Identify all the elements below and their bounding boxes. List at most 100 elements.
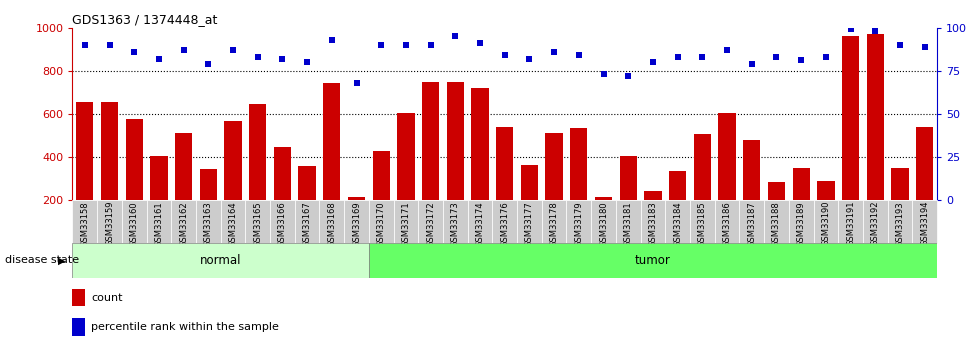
Point	[225, 47, 241, 53]
Text: tumor: tumor	[635, 254, 670, 267]
Bar	[521, 165, 538, 200]
Point	[398, 42, 413, 48]
Bar	[517, 200, 542, 243]
Point	[793, 58, 809, 63]
Point	[77, 42, 93, 48]
Point	[843, 27, 859, 32]
Text: GSM33166: GSM33166	[278, 201, 287, 247]
Point	[349, 80, 364, 86]
Bar	[273, 147, 291, 200]
Bar	[546, 133, 563, 200]
Point	[670, 54, 686, 60]
Text: GSM33187: GSM33187	[748, 201, 756, 247]
Bar	[867, 34, 884, 200]
Text: disease state: disease state	[5, 256, 79, 265]
Bar	[542, 200, 566, 243]
Bar	[912, 200, 937, 243]
Bar	[892, 168, 909, 200]
Bar	[644, 191, 662, 200]
Bar	[666, 200, 690, 243]
Point	[374, 42, 389, 48]
Point	[472, 40, 488, 46]
Bar	[616, 200, 640, 243]
Bar	[768, 182, 785, 200]
Bar	[72, 243, 369, 278]
Point	[893, 42, 908, 48]
Text: GSM33162: GSM33162	[179, 201, 188, 247]
Bar	[147, 200, 171, 243]
Bar	[497, 127, 513, 200]
Text: GSM33181: GSM33181	[624, 201, 633, 247]
Bar	[224, 121, 242, 200]
Point	[720, 47, 735, 53]
Bar	[715, 200, 739, 243]
Bar	[270, 200, 295, 243]
Bar	[126, 119, 143, 200]
Bar	[373, 150, 390, 200]
Bar	[669, 171, 686, 200]
Text: percentile rank within the sample: percentile rank within the sample	[92, 322, 279, 332]
Bar	[348, 197, 365, 200]
Text: GSM33160: GSM33160	[129, 201, 139, 247]
Text: GSM33176: GSM33176	[500, 201, 509, 247]
Text: GSM33191: GSM33191	[846, 201, 855, 246]
Point	[497, 52, 513, 58]
Point	[447, 33, 463, 39]
Text: GSM33158: GSM33158	[80, 201, 89, 247]
Bar	[446, 81, 464, 200]
Bar	[838, 200, 863, 243]
Bar	[842, 36, 859, 200]
Text: GSM33194: GSM33194	[921, 201, 929, 246]
Bar	[591, 200, 616, 243]
Bar	[813, 200, 838, 243]
Bar	[789, 200, 813, 243]
Bar	[397, 113, 414, 200]
Point	[522, 56, 537, 61]
Text: GSM33165: GSM33165	[253, 201, 262, 247]
Bar	[792, 168, 810, 200]
Point	[744, 61, 759, 67]
Bar	[719, 113, 736, 200]
Text: GSM33183: GSM33183	[648, 201, 658, 247]
Bar	[739, 200, 764, 243]
Bar	[175, 133, 192, 200]
Bar	[100, 102, 118, 200]
Bar	[422, 81, 440, 200]
Bar	[743, 140, 760, 200]
Bar	[493, 200, 517, 243]
Point	[769, 54, 784, 60]
Text: GSM33190: GSM33190	[821, 201, 831, 246]
Text: GSM33173: GSM33173	[451, 201, 460, 247]
Text: GSM33159: GSM33159	[105, 201, 114, 246]
Text: GSM33188: GSM33188	[772, 201, 781, 247]
Bar	[916, 127, 933, 200]
Bar	[595, 197, 612, 200]
Text: GSM33189: GSM33189	[797, 201, 806, 247]
Bar	[566, 200, 591, 243]
Text: GSM33180: GSM33180	[599, 201, 608, 247]
Text: GSM33174: GSM33174	[475, 201, 485, 247]
Point	[274, 56, 290, 61]
Bar	[393, 200, 418, 243]
Bar	[369, 200, 393, 243]
Point	[127, 49, 142, 55]
Bar	[200, 169, 217, 200]
Point	[571, 52, 586, 58]
Text: GSM33185: GSM33185	[697, 201, 707, 247]
Bar	[72, 289, 85, 306]
Point	[645, 59, 661, 65]
Bar	[298, 166, 316, 200]
Point	[867, 28, 883, 34]
Bar	[468, 200, 493, 243]
Point	[620, 73, 636, 79]
Point	[695, 54, 710, 60]
Text: GSM33164: GSM33164	[229, 201, 238, 247]
Bar	[369, 243, 937, 278]
Text: GSM33177: GSM33177	[525, 201, 534, 247]
Bar	[344, 200, 369, 243]
Text: GSM33193: GSM33193	[895, 201, 904, 247]
Point	[818, 54, 834, 60]
Text: GSM33192: GSM33192	[870, 201, 880, 246]
Bar	[98, 200, 122, 243]
Text: GSM33172: GSM33172	[426, 201, 435, 247]
